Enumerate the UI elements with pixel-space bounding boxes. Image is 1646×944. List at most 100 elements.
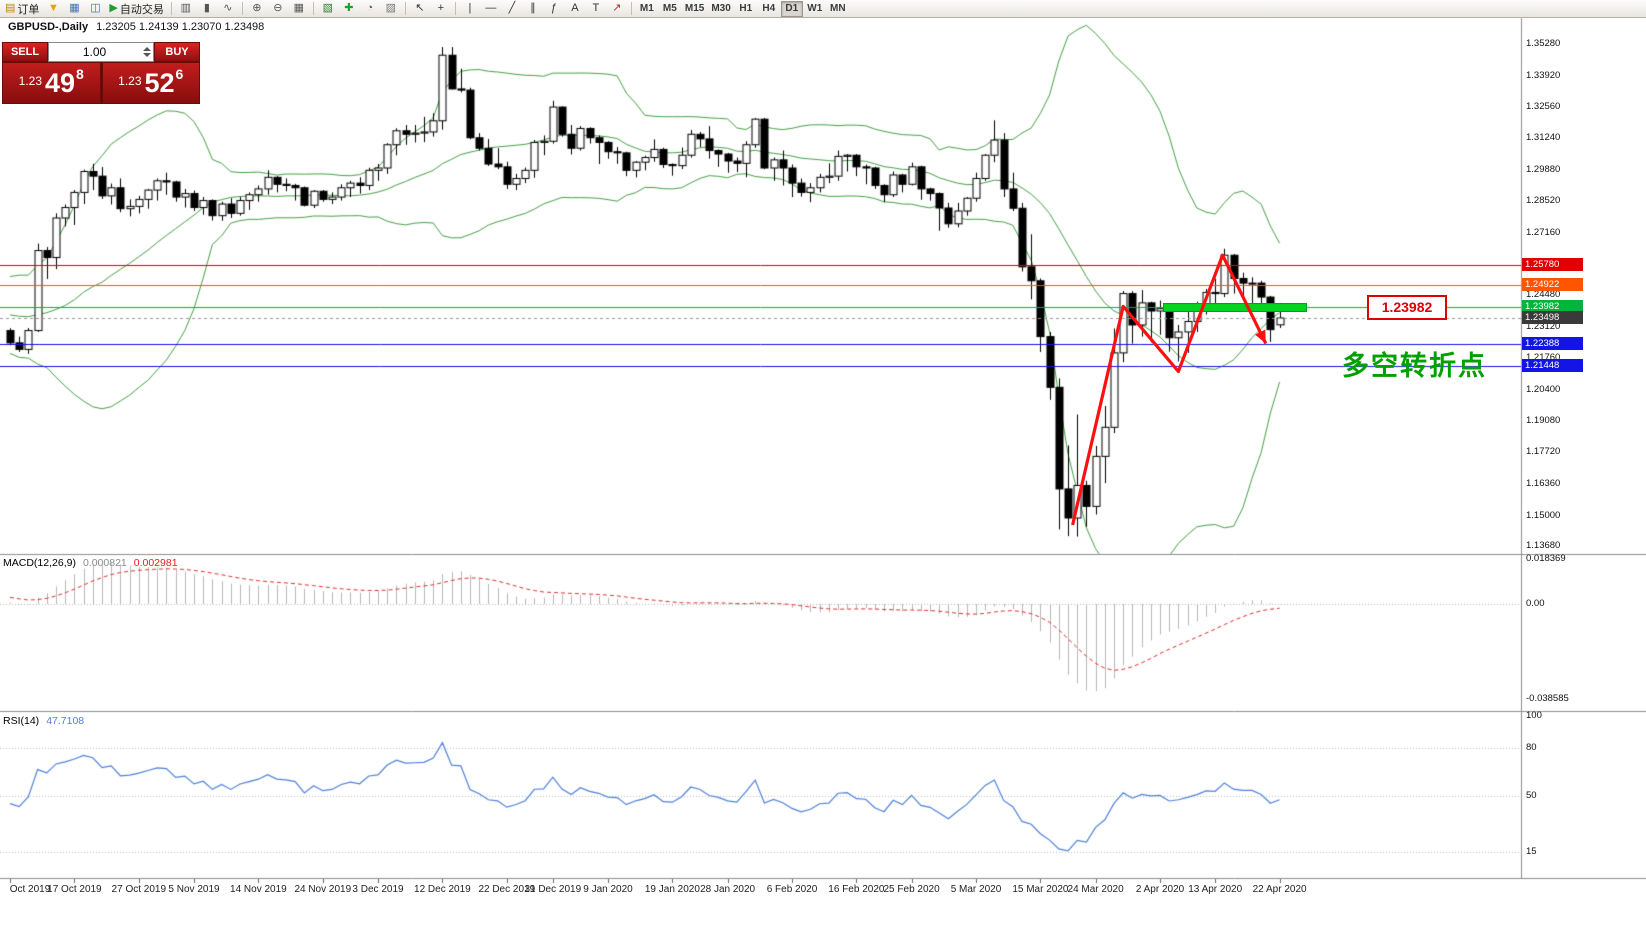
toolbar-separator	[170, 2, 172, 15]
toolbar-separator	[630, 2, 632, 15]
annotation-text-object[interactable]: 多空转折点	[1342, 351, 1487, 382]
timeframe-m5-button[interactable]: M5	[659, 1, 681, 17]
support-zone-rectangle[interactable]	[1162, 302, 1308, 312]
trade-widget-top-row: SELL 1.00 BUY	[2, 42, 200, 62]
text-button[interactable]: A	[565, 1, 585, 17]
price-label-object[interactable]: 1.23982	[1367, 295, 1447, 320]
timeframe-m30-button[interactable]: M30	[708, 1, 733, 17]
new-chart-icon: ▧	[322, 2, 334, 14]
tile-windows-icon: ▦	[293, 2, 305, 14]
toolbar-separator	[404, 2, 406, 15]
timeframe-h1-button[interactable]: H1	[735, 1, 757, 17]
volume-value[interactable]: 1.00	[82, 45, 107, 59]
line-chart-icon: ∿	[223, 2, 233, 14]
buy-button[interactable]: BUY	[154, 42, 200, 62]
data-window-button[interactable]: ◫	[85, 1, 105, 17]
timeframe-w1-button[interactable]: W1	[804, 1, 826, 17]
new-order-button[interactable]: ▤ 订单	[2, 1, 42, 17]
periods-button[interactable]: ◔	[360, 1, 380, 17]
cursor-icon: ↖	[415, 2, 425, 14]
bid-price-sup: 8	[76, 66, 84, 82]
timeframe-d1-button[interactable]: D1	[780, 0, 803, 17]
volume-spinner[interactable]	[140, 47, 153, 57]
timeframe-h4-button[interactable]: H4	[758, 1, 780, 17]
text-icon: A	[571, 2, 579, 14]
crosshair-icon: +	[437, 2, 445, 14]
macd-main-value: 0.000821	[82, 557, 127, 569]
timeframe-m1-button[interactable]: M1	[636, 1, 658, 17]
trendline-button[interactable]: ╱	[502, 1, 522, 17]
zoom-out-button[interactable]: ⊖	[268, 1, 288, 17]
indicators-button[interactable]: ✚	[339, 1, 359, 17]
horizontal-line-icon: —	[485, 2, 497, 14]
rsi-value: 47.7108	[46, 715, 85, 727]
macd-signal-value: 0.002981	[133, 557, 178, 569]
crosshair-button[interactable]: +	[431, 1, 451, 17]
autotrade-label: 自动交易	[119, 3, 164, 16]
rsi-indicator-label: RSI(14) 47.7108	[3, 715, 84, 727]
macd-indicator-label: MACD(12,26,9) 0.000821 0.002981	[3, 557, 178, 569]
arrows-button[interactable]: ↗	[607, 1, 627, 17]
vertical-line-button[interactable]: |	[460, 1, 480, 17]
autotrade-icon: ▶	[109, 2, 118, 14]
toolbar-separator	[241, 2, 243, 15]
new-chart-button[interactable]: ▧	[318, 1, 338, 17]
candlestick-icon: ▮	[203, 2, 210, 14]
zoom-out-icon: ⊖	[273, 2, 283, 14]
timeframe-mn-button[interactable]: MN	[827, 1, 849, 17]
one-click-trading-panel: SELL 1.00 BUY 1.23 49 8 1.23 52 6	[2, 42, 200, 104]
volume-up-icon[interactable]	[142, 47, 151, 51]
ask-price-big: 52	[144, 67, 175, 98]
toolbar-separator	[454, 2, 456, 15]
templates-button[interactable]: ▨	[381, 1, 401, 17]
trade-widget-prices: 1.23 49 8 1.23 52 6	[2, 62, 200, 104]
timeframe-m15-button[interactable]: M15	[682, 1, 707, 17]
channel-icon: ∥	[530, 2, 536, 14]
arrows-icon: ↗	[612, 2, 622, 14]
new-order-label: 订单	[17, 3, 40, 16]
rsi-name: RSI(14)	[3, 715, 40, 727]
volume-input[interactable]: 1.00	[48, 42, 154, 62]
toolbar: ▤ 订单 ▼ ▦ ◫ ▶ 自动交易 ▥ ▮ ∿ ⊕ ⊖ ▦ ▧ ✚ ◔ ▨ ↖ + | — ╱ ∥ ƒ A T ↗ M1 M5 M15 M3…	[0, 0, 1646, 18]
indicators-icon: ✚	[344, 2, 354, 14]
label-icon: T	[592, 2, 600, 14]
macd-name: MACD(12,26,9)	[3, 557, 76, 569]
funnel-icon: ▼	[47, 2, 59, 14]
equidistant-channel-button[interactable]: ∥	[523, 1, 543, 17]
templates-icon: ▨	[385, 2, 397, 14]
vertical-line-icon: |	[468, 2, 472, 14]
fibonacci-icon: ƒ	[550, 2, 557, 14]
tile-windows-button[interactable]: ▦	[289, 1, 309, 17]
bid-price-big: 49	[45, 67, 76, 98]
toolbar-separator	[312, 2, 314, 15]
ohlc-quote: 1.23205 1.24139 1.23070 1.23498	[96, 21, 265, 33]
line-chart-button[interactable]: ∿	[218, 1, 238, 17]
volume-down-icon[interactable]	[142, 53, 151, 57]
zoom-in-button[interactable]: ⊕	[247, 1, 267, 17]
trendline-icon: ╱	[508, 2, 516, 14]
sell-button[interactable]: SELL	[2, 42, 48, 62]
chart-title: GBPUSD-,Daily 1.23205 1.24139 1.23070 1.2…	[8, 21, 264, 33]
zoom-in-icon: ⊕	[252, 2, 262, 14]
fibonacci-button[interactable]: ƒ	[544, 1, 564, 17]
market-watch-button[interactable]: ▦	[64, 1, 84, 17]
symbol-period-label: GBPUSD-,Daily	[8, 21, 89, 33]
cursor-button[interactable]: ↖	[410, 1, 430, 17]
bar-chart-button[interactable]: ▥	[176, 1, 196, 17]
data-window-icon: ◫	[90, 2, 101, 14]
bid-price-panel[interactable]: 1.23 49 8	[2, 62, 101, 104]
bid-price-base: 1.23	[18, 74, 42, 88]
ask-price-base: 1.23	[118, 74, 142, 88]
candlestick-chart-button[interactable]: ▮	[197, 1, 217, 17]
new-order-icon: ▤	[5, 2, 16, 14]
autotrade-button[interactable]: ▶ 自动交易	[106, 1, 166, 17]
ask-price-panel[interactable]: 1.23 52 6	[101, 62, 200, 104]
horizontal-line-button[interactable]: —	[481, 1, 501, 17]
market-watch-icon: ▦	[69, 2, 80, 14]
funnel-button[interactable]: ▼	[43, 1, 63, 17]
periods-icon: ◔	[366, 2, 374, 14]
bar-chart-icon: ▥	[180, 2, 192, 14]
text-label-button[interactable]: T	[586, 1, 606, 17]
